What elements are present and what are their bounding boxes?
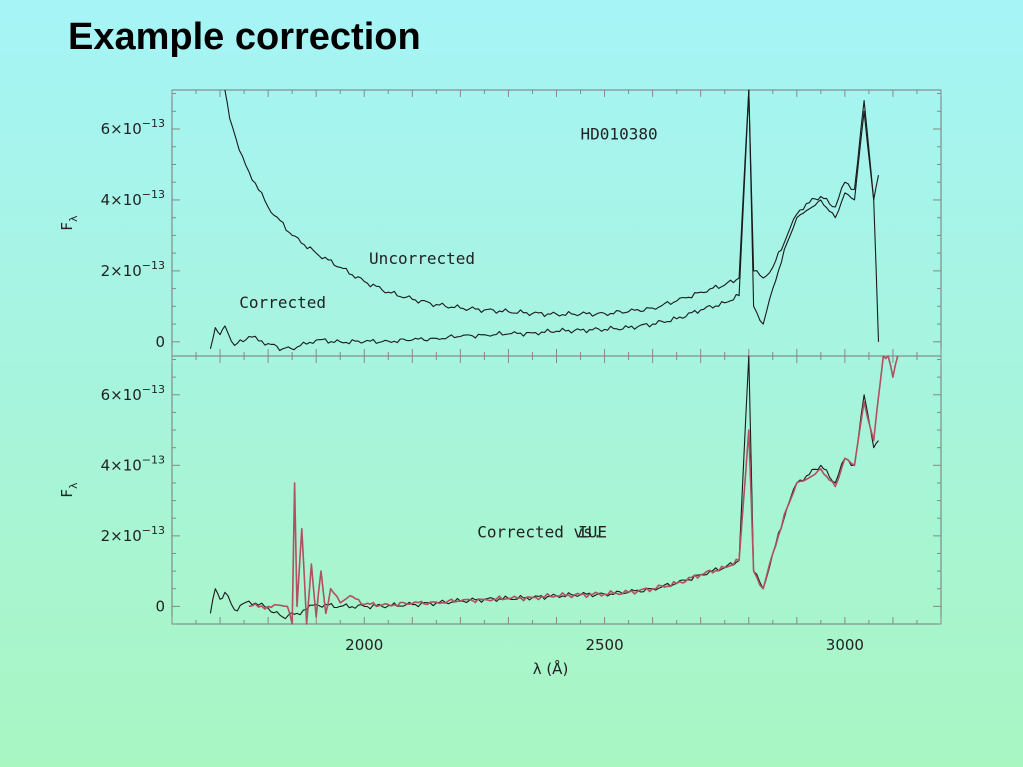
annotation: Uncorrected [369, 249, 475, 268]
y-tick-label: 6×10−13 [101, 117, 165, 138]
y-tick-mantissa: 2×10 [101, 527, 142, 545]
y-axis-label-subscript: λ [67, 215, 80, 222]
top-panel-frame [171, 89, 942, 357]
y-tick-label: 4×10−13 [101, 188, 165, 209]
y-axis-label: Fλ [58, 482, 80, 498]
x-tick-label: 2500 [585, 636, 623, 654]
y-tick-mantissa: 0 [155, 333, 165, 351]
top-panel: 02×10−134×10−136×10−13FλHD010380Uncorrec… [58, 89, 942, 356]
bottom-panel-frame [171, 355, 942, 625]
y-tick-exponent: −13 [142, 524, 165, 537]
y-tick-exponent: −13 [142, 259, 165, 272]
series-line-corrected [209, 89, 880, 352]
annotation: HD010380 [581, 125, 658, 144]
series-line-iue [248, 355, 899, 625]
y-tick-mantissa: 2×10 [101, 262, 142, 280]
y-tick-label: 6×10−13 [101, 383, 165, 404]
y-tick-exponent: −13 [142, 117, 165, 130]
annotation: IUE [578, 523, 607, 542]
y-axis-label-main: F [58, 489, 76, 498]
y-tick-label: 0 [155, 597, 165, 615]
y-tick-mantissa: 6×10 [101, 386, 142, 404]
y-tick-label: 4×10−13 [101, 453, 165, 474]
series-line-uncorrected [224, 89, 880, 318]
x-tick-label: 3000 [826, 636, 864, 654]
annotation: Corrected vs. [477, 523, 602, 542]
x-tick-label: 2000 [345, 636, 383, 654]
y-axis-label-subscript: λ [67, 482, 80, 489]
y-tick-mantissa: 0 [155, 597, 165, 615]
x-axis-label: λ (Å) [533, 659, 569, 678]
y-tick-mantissa: 4×10 [101, 456, 142, 474]
y-tick-mantissa: 4×10 [101, 191, 142, 209]
annotation: Corrected [239, 293, 326, 312]
y-tick-label: 2×10−13 [101, 259, 165, 280]
y-tick-label: 0 [155, 333, 165, 351]
y-tick-exponent: −13 [142, 188, 165, 201]
y-axis-label-main: F [58, 222, 76, 231]
y-tick-exponent: −13 [142, 453, 165, 466]
y-tick-label: 2×10−13 [101, 524, 165, 545]
slide-title: Example correction [68, 16, 421, 58]
y-tick-exponent: −13 [142, 383, 165, 396]
y-axis-label: Fλ [58, 215, 80, 231]
y-tick-mantissa: 6×10 [101, 120, 142, 138]
